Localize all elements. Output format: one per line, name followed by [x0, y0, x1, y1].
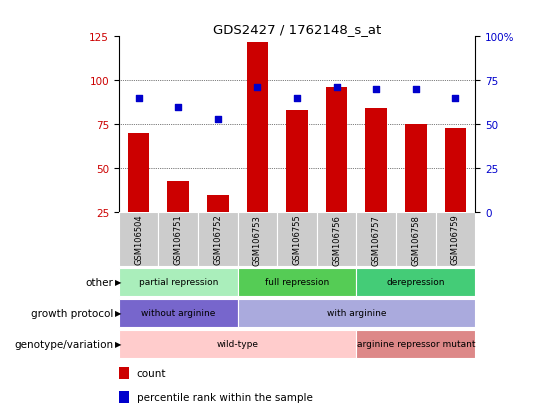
Bar [405, 125, 427, 213]
Point [253, 85, 262, 91]
Text: other: other [85, 277, 113, 287]
Bar [198, 213, 238, 266]
Text: growth protocol: growth protocol [31, 308, 113, 318]
Bar [444, 128, 467, 213]
Bar [238, 213, 277, 266]
Bar [356, 213, 396, 266]
Bar [238, 299, 475, 327]
Text: count: count [137, 368, 166, 378]
Point [372, 87, 381, 93]
Bar [246, 43, 268, 213]
Point [332, 85, 341, 91]
Text: GSM106756: GSM106756 [332, 214, 341, 265]
Text: ▶: ▶ [114, 309, 121, 317]
Point [174, 104, 183, 111]
Text: percentile rank within the sample: percentile rank within the sample [137, 392, 313, 402]
Point [293, 95, 301, 102]
Text: GSM106759: GSM106759 [451, 214, 460, 265]
Bar [286, 111, 308, 213]
Text: derepression: derepression [387, 278, 445, 286]
Title: GDS2427 / 1762148_s_at: GDS2427 / 1762148_s_at [213, 23, 381, 36]
Text: ▶: ▶ [114, 278, 121, 286]
Bar [277, 213, 317, 266]
Bar [158, 213, 198, 266]
Bar [119, 391, 130, 403]
Text: GSM106757: GSM106757 [372, 214, 381, 265]
Bar [356, 330, 475, 358]
Text: partial repression: partial repression [139, 278, 218, 286]
Bar [119, 367, 130, 379]
Bar [238, 268, 356, 296]
Bar [119, 268, 238, 296]
Text: GSM106753: GSM106753 [253, 214, 262, 265]
Text: GSM106752: GSM106752 [213, 214, 222, 265]
Text: with arginine: with arginine [327, 309, 386, 317]
Bar [436, 213, 475, 266]
Bar [356, 268, 475, 296]
Bar [326, 88, 347, 213]
Point [134, 95, 143, 102]
Bar [119, 330, 356, 358]
Bar [365, 109, 387, 213]
Bar [167, 181, 189, 213]
Text: genotype/variation: genotype/variation [14, 339, 113, 349]
Text: arginine repressor mutant: arginine repressor mutant [356, 339, 475, 348]
Text: GSM106504: GSM106504 [134, 214, 143, 265]
Bar [127, 134, 150, 213]
Bar [119, 299, 238, 327]
Point [411, 87, 420, 93]
Text: wild-type: wild-type [217, 339, 259, 348]
Text: GSM106751: GSM106751 [174, 214, 183, 265]
Point [213, 116, 222, 123]
Bar [317, 213, 356, 266]
Text: GSM106758: GSM106758 [411, 214, 420, 265]
Bar [396, 213, 436, 266]
Bar [207, 195, 228, 213]
Point [451, 95, 460, 102]
Text: GSM106755: GSM106755 [293, 214, 301, 265]
Text: without arginine: without arginine [141, 309, 215, 317]
Bar [119, 213, 158, 266]
Text: full repression: full repression [265, 278, 329, 286]
Text: ▶: ▶ [114, 339, 121, 348]
